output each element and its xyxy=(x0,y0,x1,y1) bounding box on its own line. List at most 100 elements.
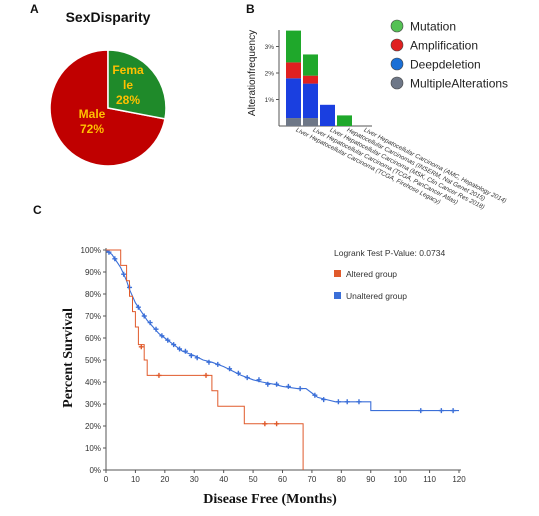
km-y-tick-label: 80% xyxy=(85,290,101,299)
panel-label-a: A xyxy=(30,2,39,16)
km-censor-mark xyxy=(235,370,241,376)
bar-segment xyxy=(286,30,301,63)
km-censor-mark xyxy=(274,421,280,427)
km-censor-mark xyxy=(135,304,141,310)
pie-slice-label: Male xyxy=(79,107,106,121)
km-x-tick-label: 120 xyxy=(452,475,466,484)
pie-title: SexDisparity xyxy=(66,9,151,25)
km-y-tick-label: 60% xyxy=(85,334,101,343)
km-censor-mark xyxy=(297,386,303,392)
bar-segment xyxy=(337,115,352,126)
bar-segment xyxy=(286,62,301,79)
km-censor-mark xyxy=(344,399,350,405)
pie-slice-label: Fema xyxy=(112,63,144,77)
km-censor-mark xyxy=(274,381,280,387)
km-x-tick-label: 90 xyxy=(366,475,375,484)
pie-slice-label: le xyxy=(123,78,133,92)
km-censor-mark xyxy=(206,359,212,365)
km-y-axis-label: Percent Survival xyxy=(61,308,76,408)
km-legend-label: Unaltered group xyxy=(346,291,407,301)
bar-legend-label: Deepdeletion xyxy=(410,58,481,72)
km-y-tick-label: 50% xyxy=(85,356,101,365)
km-censor-mark xyxy=(159,333,165,339)
km-censor-mark xyxy=(194,355,200,361)
bar-legend-swatch xyxy=(390,38,404,52)
km-y-tick-label: 100% xyxy=(81,246,101,255)
bar-segment xyxy=(303,54,318,76)
km-x-tick-label: 70 xyxy=(307,475,316,484)
bar-legend-swatch xyxy=(390,57,404,71)
pie-slice xyxy=(107,49,167,120)
km-censor-mark xyxy=(450,408,456,414)
km-x-tick-label: 110 xyxy=(423,475,436,484)
km-x-tick-label: 50 xyxy=(249,475,258,484)
km-x-tick-label: 60 xyxy=(278,475,287,484)
bar-segment xyxy=(286,78,301,119)
km-censor-mark xyxy=(182,348,188,354)
km-x-tick-label: 20 xyxy=(160,475,169,484)
km-censor-mark xyxy=(121,271,127,277)
bar-segment xyxy=(303,118,318,126)
km-censor-mark xyxy=(265,381,271,387)
pie-percent-label: 28% xyxy=(116,93,140,107)
km-y-tick-label: 10% xyxy=(85,444,101,453)
km-censor-mark xyxy=(106,249,112,255)
bar-legend-swatch xyxy=(390,76,404,90)
km-censor-mark xyxy=(312,392,318,398)
bar-y-tick-label: 1% xyxy=(265,97,275,104)
km-censor-mark xyxy=(138,344,144,350)
km-censor-mark xyxy=(171,342,177,348)
km-legend-label: Altered group xyxy=(346,269,397,279)
km-censor-mark xyxy=(262,421,268,427)
panel-label-c: C xyxy=(33,203,42,217)
km-censor-mark xyxy=(438,408,444,414)
km-y-tick-label: 40% xyxy=(85,378,101,387)
km-x-tick-label: 10 xyxy=(131,475,140,484)
bar-segment xyxy=(286,118,301,126)
km-x-axis-label: Disease Free (Months) xyxy=(203,492,337,507)
km-x-tick-label: 0 xyxy=(104,475,109,484)
panel-label-b: B xyxy=(246,2,255,16)
km-series-line xyxy=(106,249,304,470)
km-y-tick-label: 0% xyxy=(89,466,101,475)
bar-y-tick-label: 3% xyxy=(265,44,275,51)
km-legend-swatch xyxy=(334,270,341,277)
km-x-tick-label: 30 xyxy=(190,475,199,484)
km-censor-mark xyxy=(356,399,362,405)
km-series-line xyxy=(105,249,459,412)
km-censor-mark xyxy=(244,375,250,381)
km-y-tick-label: 30% xyxy=(85,400,101,409)
km-y-tick-label: 70% xyxy=(85,312,101,321)
km-x-tick-label: 100 xyxy=(393,475,407,484)
km-censor-mark xyxy=(203,372,209,378)
km-annotation: Logrank Test P-Value: 0.0734 xyxy=(334,248,445,258)
km-censor-mark xyxy=(141,313,147,319)
bar-segment xyxy=(320,104,335,126)
bar-segment xyxy=(303,83,318,119)
km-legend-swatch xyxy=(334,292,341,299)
bar-legend-swatch xyxy=(390,19,404,33)
km-censor-mark xyxy=(335,399,341,405)
km-censor-mark xyxy=(227,366,233,372)
km-censor-mark xyxy=(156,372,162,378)
km-censor-mark xyxy=(256,377,262,383)
km-censor-mark xyxy=(215,361,221,367)
km-censor-mark xyxy=(165,337,171,343)
bar-y-tick-label: 2% xyxy=(265,71,275,78)
bar-segment xyxy=(303,75,318,84)
km-x-tick-label: 80 xyxy=(337,475,346,484)
bar-legend-label: Amplification xyxy=(410,39,478,53)
km-censor-mark xyxy=(147,320,153,326)
km-censor-mark xyxy=(188,353,194,359)
km-censor-mark xyxy=(112,256,118,262)
bar-legend-label: Mutation xyxy=(410,20,456,34)
km-y-tick-label: 90% xyxy=(85,268,101,277)
pie-percent-label: 72% xyxy=(80,122,104,136)
km-censor-mark xyxy=(153,326,159,332)
km-y-tick-label: 20% xyxy=(85,422,101,431)
km-censor-mark xyxy=(321,397,327,403)
km-censor-mark xyxy=(285,383,291,389)
